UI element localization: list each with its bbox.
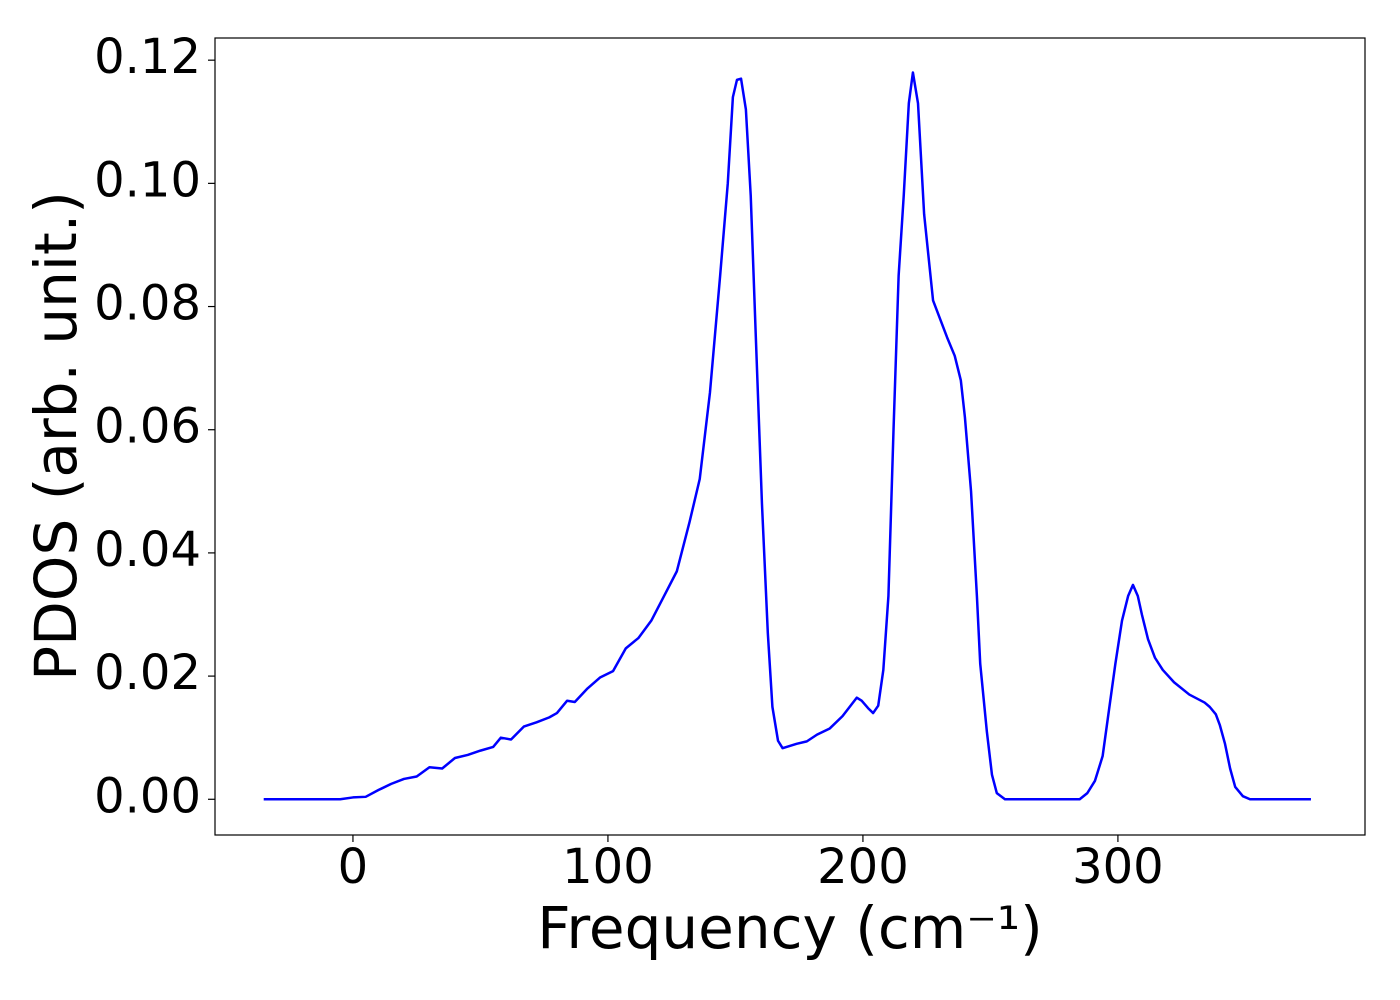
y-tick-label: 0.02 bbox=[94, 645, 201, 701]
x-tick-label: 200 bbox=[817, 839, 909, 895]
y-tick-label: 0.08 bbox=[94, 276, 201, 332]
y-tick-label: 0.06 bbox=[94, 399, 201, 455]
x-tick-label: 0 bbox=[338, 839, 369, 895]
data-line bbox=[263, 71, 1311, 801]
plot-frame bbox=[214, 37, 1366, 836]
x-tick-label: 300 bbox=[1072, 839, 1164, 895]
y-tick-label: 0.00 bbox=[94, 768, 201, 824]
y-axis-label: PDOS (arb. unit.) bbox=[22, 191, 90, 681]
y-tick-label: 0.12 bbox=[94, 29, 201, 85]
y-tick-label: 0.10 bbox=[94, 152, 201, 208]
x-axis-label: Frequency (cm⁻¹) bbox=[537, 894, 1043, 962]
x-tick-label: 100 bbox=[562, 839, 654, 895]
y-tick-label: 0.04 bbox=[94, 522, 201, 578]
